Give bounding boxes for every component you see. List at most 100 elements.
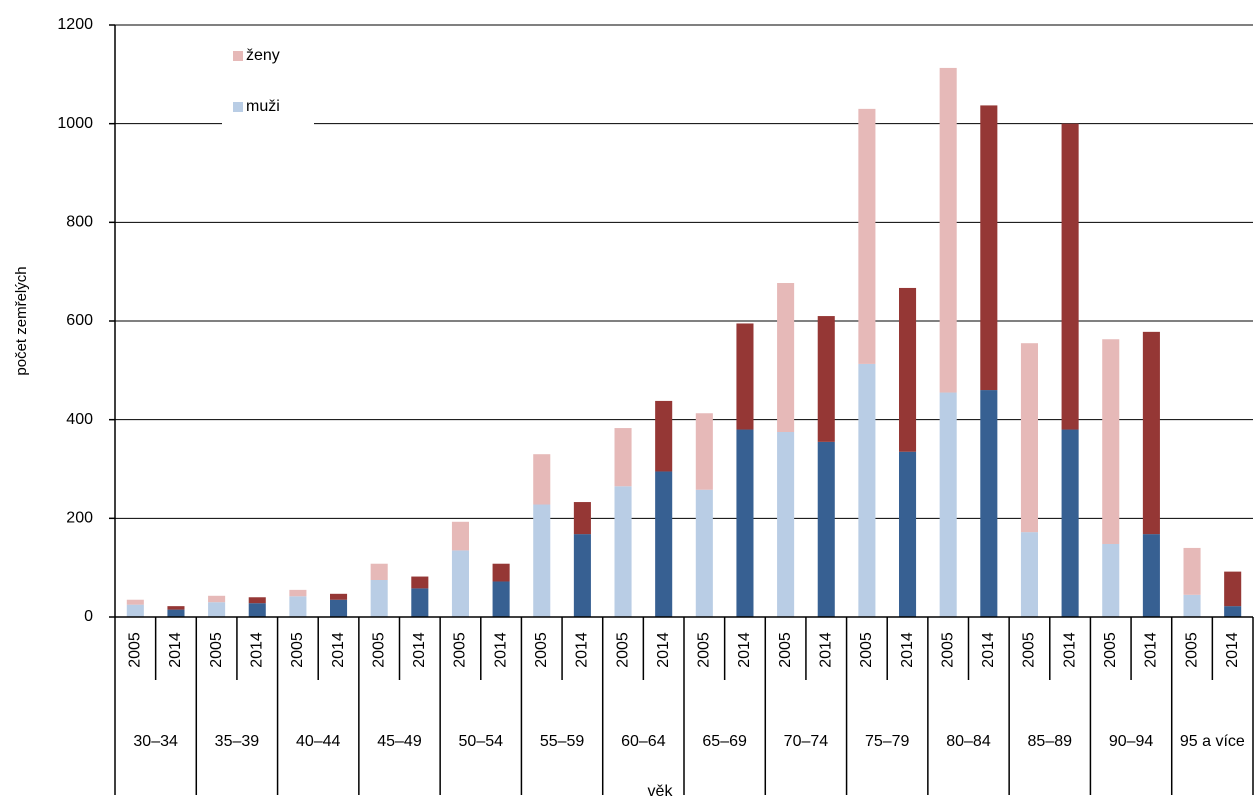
bar-segment <box>1061 429 1079 617</box>
bar-segment <box>248 603 266 617</box>
y-tick-label: 200 <box>66 510 93 527</box>
bar-segment <box>126 599 144 605</box>
legend-label: ženy <box>246 47 280 64</box>
bar-segment <box>817 441 835 617</box>
bar-segment <box>451 521 469 551</box>
group-label: 40–44 <box>295 733 341 750</box>
bar-segment <box>1061 123 1079 430</box>
legend-label: muži <box>246 98 280 115</box>
group-label: 35–39 <box>214 733 260 750</box>
group-label: 45–49 <box>377 733 422 750</box>
group-label: 75–79 <box>864 733 910 750</box>
x-tick-label: 2005 <box>858 632 875 668</box>
x-tick-label: 2014 <box>1143 632 1160 668</box>
legend-swatch <box>233 102 243 112</box>
bar-segment <box>330 599 348 617</box>
group-label: 95 a více <box>1179 733 1245 750</box>
x-tick-label: 2014 <box>1224 632 1241 668</box>
bar-segment <box>777 432 795 617</box>
y-tick-label: 800 <box>66 214 93 231</box>
bar-segment <box>370 580 388 617</box>
x-tick-label: 2005 <box>1183 632 1200 668</box>
bar-segment <box>777 283 795 432</box>
bar-segment <box>492 581 510 617</box>
x-tick-label: 2014 <box>1061 632 1078 668</box>
bar-segment <box>736 323 754 430</box>
bar-segment <box>858 363 876 617</box>
group-label: 60–64 <box>621 733 666 750</box>
bar-segment <box>858 108 876 364</box>
x-tick-label: 2005 <box>127 632 144 668</box>
bar-segment <box>533 504 551 617</box>
bar-segment <box>1102 339 1120 544</box>
bar-segment <box>370 563 388 580</box>
bar-segment <box>411 576 429 589</box>
bar-segment <box>736 429 754 617</box>
bar-segment <box>939 392 957 617</box>
bar-segment <box>1224 606 1242 617</box>
group-label: 50–54 <box>458 733 504 750</box>
x-tick-label: 2014 <box>574 632 591 668</box>
bar-segment <box>695 489 713 617</box>
bar-segment <box>208 595 226 603</box>
bar-segment <box>1224 571 1242 607</box>
x-tick-label: 2014 <box>736 632 753 668</box>
group-label: 55–59 <box>539 733 585 750</box>
bar-segment <box>1183 594 1201 617</box>
bar-segment <box>1142 534 1160 617</box>
x-tick-label: 2005 <box>208 632 225 668</box>
bar-segment <box>330 593 348 600</box>
bar-segment <box>451 550 469 617</box>
x-tick-label: 2005 <box>289 632 306 668</box>
bar-segment <box>289 596 307 617</box>
bar-segment <box>1102 543 1120 617</box>
y-axis-title: počet zemřelých <box>13 266 30 375</box>
legend-box <box>222 32 314 132</box>
bar-segment <box>1183 547 1201 595</box>
x-tick-label: 2014 <box>655 632 672 668</box>
bar-segment <box>573 534 591 617</box>
bar-segment <box>126 604 144 617</box>
bar-segment <box>167 606 185 610</box>
x-tick-label: 2005 <box>1021 632 1038 668</box>
x-tick-label: 2014 <box>980 632 997 668</box>
bar-segment <box>492 563 510 582</box>
bar-segment <box>248 597 266 604</box>
bar-segment <box>208 602 226 617</box>
x-tick-label: 2014 <box>411 632 428 668</box>
x-tick-label: 2014 <box>492 632 509 668</box>
x-tick-label: 2005 <box>939 632 956 668</box>
bar-segment <box>899 451 917 617</box>
bar-segment <box>1142 331 1160 535</box>
y-tick-label: 1200 <box>57 16 93 33</box>
y-tick-label: 600 <box>66 312 93 329</box>
legend: ženy muži <box>222 32 314 132</box>
x-tick-label: 2014 <box>817 632 834 668</box>
legend-swatch <box>233 51 243 61</box>
bar-segment <box>939 67 957 393</box>
bar-segment <box>1020 343 1038 533</box>
group-label: 65–69 <box>702 733 747 750</box>
x-tick-label: 2005 <box>452 632 469 668</box>
bar-segment <box>614 428 632 487</box>
bar-segment <box>655 471 673 617</box>
y-tick-label: 0 <box>84 608 93 625</box>
bar-segment <box>167 609 185 617</box>
x-tick-label: 2014 <box>330 632 347 668</box>
x-tick-label: 2005 <box>1102 632 1119 668</box>
bar-segment <box>817 316 835 442</box>
x-tick-label: 2014 <box>248 632 265 668</box>
y-tick-label: 400 <box>66 411 93 428</box>
bar-segment <box>980 105 998 391</box>
bar-segment <box>614 486 632 617</box>
bar-segment <box>289 589 307 597</box>
y-tick-label: 1000 <box>57 115 93 132</box>
x-tick-label: 2005 <box>370 632 387 668</box>
x-tick-label: 2005 <box>533 632 550 668</box>
x-tick-label: 2014 <box>167 632 184 668</box>
x-tick-label: 2005 <box>614 632 631 668</box>
x-tick-label: 2014 <box>899 632 916 668</box>
group-label: 80–84 <box>946 733 991 750</box>
group-label: 30–34 <box>133 733 178 750</box>
